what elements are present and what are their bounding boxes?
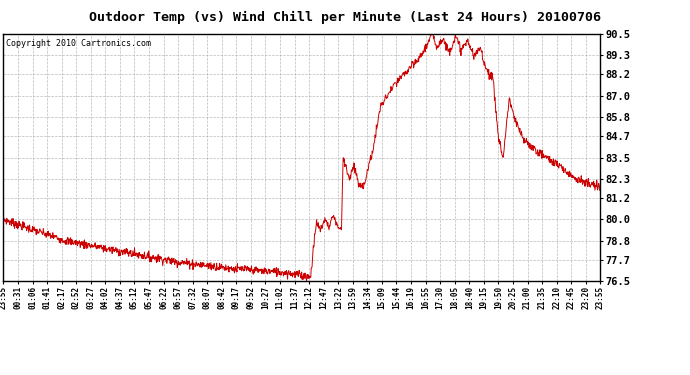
Text: Outdoor Temp (vs) Wind Chill per Minute (Last 24 Hours) 20100706: Outdoor Temp (vs) Wind Chill per Minute …	[89, 11, 601, 24]
Text: Copyright 2010 Cartronics.com: Copyright 2010 Cartronics.com	[6, 39, 151, 48]
